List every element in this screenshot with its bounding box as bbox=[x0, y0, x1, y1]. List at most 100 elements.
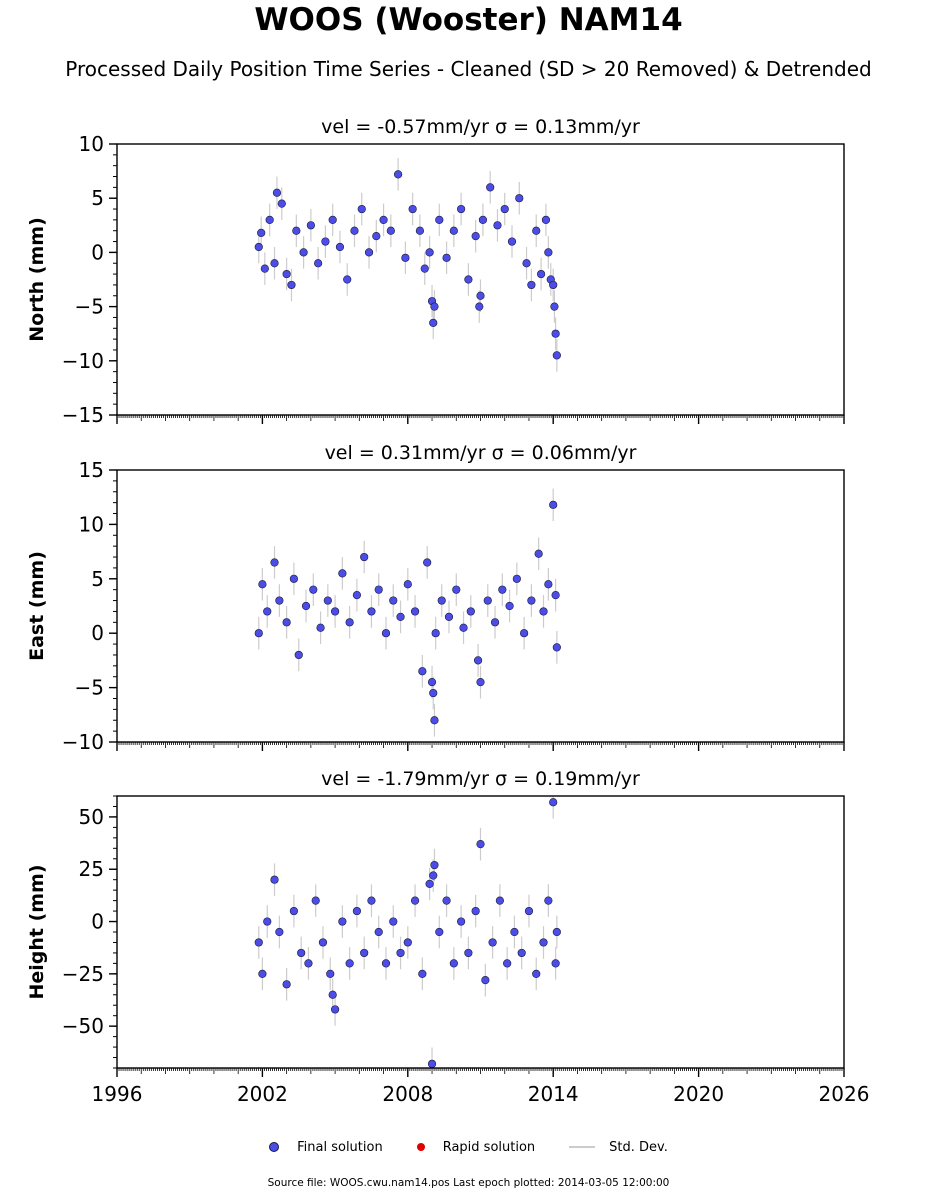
data-point bbox=[386, 226, 395, 235]
data-point bbox=[539, 938, 548, 947]
data-point bbox=[408, 204, 417, 214]
data-point bbox=[429, 871, 438, 880]
velocity-label: vel = 0.31mm/yr σ = 0.06mm/yr bbox=[325, 442, 637, 464]
data-point bbox=[510, 927, 519, 937]
data-point bbox=[532, 969, 541, 978]
data-point bbox=[459, 623, 468, 632]
y-axis-label: North (mm) bbox=[26, 217, 48, 342]
y-tick-label: −5 bbox=[75, 676, 104, 700]
data-point bbox=[364, 248, 374, 257]
data-point bbox=[420, 264, 429, 273]
final-marker-icon bbox=[269, 1142, 280, 1152]
data-point bbox=[473, 656, 483, 665]
data-point bbox=[275, 927, 284, 937]
data-point bbox=[282, 618, 291, 627]
data-point bbox=[272, 188, 282, 197]
data-point bbox=[539, 607, 548, 616]
panel-1: vel = -0.57mm/yr σ = 0.13mm/yr North (mm)… bbox=[26, 116, 845, 427]
data-point bbox=[427, 1059, 437, 1068]
chart-subtitle: Processed Daily Position Time Series - C… bbox=[65, 57, 872, 81]
data-point bbox=[294, 650, 303, 660]
data-point bbox=[367, 607, 376, 616]
legend-final-label: Final solution bbox=[297, 1139, 383, 1155]
data-point bbox=[275, 596, 284, 605]
data-point bbox=[328, 990, 337, 999]
data-point bbox=[254, 938, 263, 947]
data-point bbox=[282, 980, 291, 989]
y-axis-label: East (mm) bbox=[26, 551, 48, 661]
data-point bbox=[367, 896, 376, 905]
data-point bbox=[549, 798, 558, 807]
data-point bbox=[323, 596, 332, 605]
y-tick-label: 0 bbox=[91, 621, 104, 645]
data-point bbox=[471, 232, 480, 241]
data-point bbox=[503, 959, 512, 968]
panel-2: vel = 0.31mm/yr σ = 0.06mm/yr East (mm) 15… bbox=[26, 442, 845, 754]
data-points bbox=[254, 796, 561, 1068]
data-point bbox=[478, 215, 488, 224]
data-point bbox=[435, 927, 444, 937]
data-point bbox=[277, 199, 286, 208]
data-point bbox=[476, 291, 485, 300]
data-point bbox=[476, 678, 485, 687]
data-point bbox=[299, 248, 308, 257]
data-point bbox=[372, 232, 381, 241]
data-point bbox=[544, 248, 553, 257]
data-point bbox=[466, 607, 475, 616]
data-point bbox=[381, 629, 391, 638]
data-point bbox=[527, 280, 536, 290]
data-point bbox=[435, 215, 444, 224]
data-points bbox=[254, 158, 561, 372]
data-point bbox=[520, 629, 529, 638]
y-tick-label: 15 bbox=[79, 458, 104, 482]
data-point bbox=[431, 629, 440, 638]
data-points bbox=[254, 488, 561, 737]
data-point bbox=[260, 264, 269, 273]
data-point bbox=[429, 318, 438, 327]
data-point bbox=[379, 215, 388, 224]
data-point bbox=[311, 896, 320, 905]
data-point bbox=[270, 558, 279, 567]
data-point bbox=[309, 585, 318, 594]
x-tick-label: 2020 bbox=[673, 1082, 724, 1106]
data-point bbox=[552, 351, 561, 360]
data-point bbox=[263, 917, 272, 926]
data-point bbox=[427, 678, 437, 687]
data-point bbox=[481, 976, 490, 985]
data-point bbox=[415, 226, 425, 235]
y-tick-label: 10 bbox=[79, 512, 104, 536]
data-point bbox=[476, 840, 485, 849]
y-tick-label: −50 bbox=[62, 1014, 104, 1038]
legend-std: Std. Dev. bbox=[569, 1140, 668, 1155]
data-point bbox=[527, 596, 536, 605]
data-point bbox=[389, 596, 398, 605]
data-point bbox=[449, 959, 458, 968]
x-tick-label: 2026 bbox=[819, 1082, 870, 1106]
data-point bbox=[270, 259, 279, 268]
data-point bbox=[490, 618, 500, 627]
data-point bbox=[444, 612, 454, 621]
data-point bbox=[403, 938, 412, 947]
data-point bbox=[442, 253, 451, 262]
y-tick-label: −25 bbox=[62, 962, 104, 986]
data-point bbox=[301, 601, 311, 611]
y-tick-label: 5 bbox=[91, 567, 104, 591]
y-tick-label: 10 bbox=[79, 132, 104, 156]
data-point bbox=[270, 875, 279, 884]
data-point bbox=[350, 226, 359, 235]
data-point bbox=[483, 596, 492, 605]
chart-title: WOOS (Wooster) NAM14 bbox=[254, 2, 683, 38]
data-point bbox=[403, 580, 412, 589]
data-point bbox=[338, 917, 347, 926]
data-point bbox=[289, 906, 299, 916]
data-point bbox=[389, 917, 398, 926]
data-point bbox=[551, 329, 560, 338]
data-point bbox=[265, 215, 274, 224]
y-tick-label: −15 bbox=[62, 403, 104, 427]
data-point bbox=[345, 618, 354, 627]
y-tick-label: 25 bbox=[79, 857, 104, 881]
y-tick-label: 5 bbox=[91, 186, 104, 210]
data-point bbox=[524, 906, 534, 916]
data-point bbox=[258, 969, 267, 978]
data-point bbox=[550, 302, 559, 311]
